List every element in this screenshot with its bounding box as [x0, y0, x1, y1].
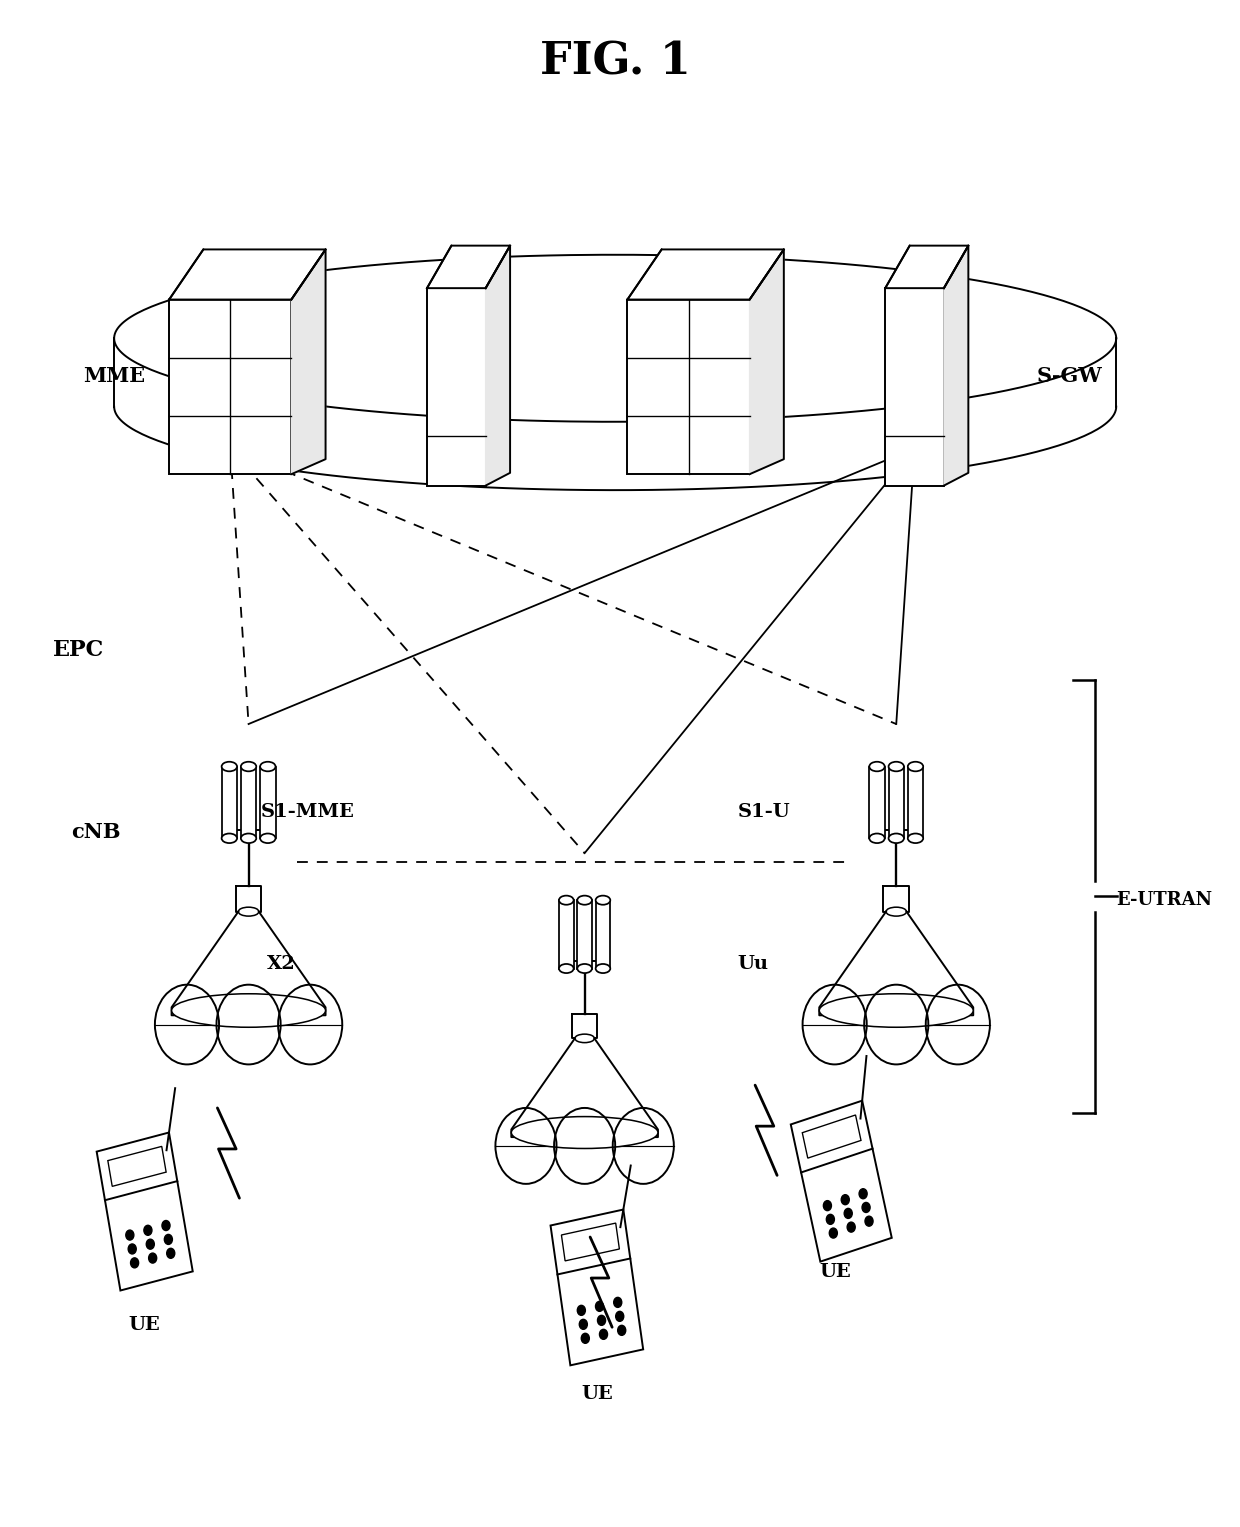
- Text: EPC: EPC: [53, 638, 104, 661]
- Polygon shape: [944, 246, 968, 486]
- Circle shape: [599, 1330, 608, 1339]
- Ellipse shape: [241, 834, 257, 843]
- Polygon shape: [551, 1209, 644, 1365]
- Polygon shape: [114, 255, 1116, 490]
- Text: E-UTRAN: E-UTRAN: [1116, 892, 1213, 909]
- Polygon shape: [222, 767, 237, 838]
- Ellipse shape: [222, 762, 237, 771]
- Circle shape: [823, 1200, 832, 1211]
- Text: S-GW: S-GW: [1037, 366, 1102, 386]
- Circle shape: [582, 1333, 589, 1344]
- Circle shape: [614, 1298, 621, 1307]
- Polygon shape: [627, 299, 750, 475]
- Polygon shape: [97, 1133, 192, 1290]
- Circle shape: [166, 1248, 175, 1258]
- Polygon shape: [750, 249, 784, 475]
- Text: MME: MME: [83, 366, 146, 386]
- Circle shape: [618, 1325, 626, 1335]
- Polygon shape: [885, 289, 944, 486]
- Ellipse shape: [238, 907, 259, 916]
- Circle shape: [162, 1220, 170, 1231]
- Text: cNB: cNB: [72, 822, 120, 841]
- Circle shape: [847, 1222, 856, 1232]
- Text: X2: X2: [267, 954, 295, 973]
- Circle shape: [859, 1188, 867, 1199]
- Ellipse shape: [171, 994, 326, 1028]
- Ellipse shape: [559, 896, 574, 904]
- Ellipse shape: [241, 762, 257, 771]
- Circle shape: [149, 1254, 156, 1263]
- Ellipse shape: [511, 1116, 658, 1148]
- Polygon shape: [791, 1101, 892, 1261]
- Polygon shape: [869, 767, 884, 838]
- Polygon shape: [427, 289, 486, 486]
- Ellipse shape: [869, 762, 884, 771]
- Text: UE: UE: [129, 1316, 160, 1335]
- Polygon shape: [486, 246, 510, 486]
- Circle shape: [862, 1202, 870, 1212]
- Polygon shape: [908, 767, 924, 838]
- Ellipse shape: [260, 834, 275, 843]
- Circle shape: [866, 1215, 873, 1226]
- Ellipse shape: [869, 834, 884, 843]
- Text: UE: UE: [582, 1385, 613, 1403]
- Ellipse shape: [595, 964, 610, 973]
- Polygon shape: [260, 767, 275, 838]
- Polygon shape: [885, 246, 968, 289]
- Text: FIG. 1: FIG. 1: [539, 40, 691, 84]
- Polygon shape: [559, 901, 574, 968]
- Polygon shape: [114, 255, 1116, 421]
- Circle shape: [826, 1214, 835, 1225]
- Circle shape: [598, 1315, 605, 1325]
- Circle shape: [125, 1231, 134, 1240]
- Circle shape: [578, 1306, 585, 1315]
- Circle shape: [616, 1312, 624, 1321]
- Ellipse shape: [889, 834, 904, 843]
- Circle shape: [130, 1258, 139, 1267]
- Circle shape: [830, 1228, 837, 1238]
- Polygon shape: [595, 901, 610, 968]
- Ellipse shape: [559, 964, 574, 973]
- Text: UE: UE: [820, 1263, 851, 1281]
- Polygon shape: [241, 767, 257, 838]
- Circle shape: [144, 1225, 153, 1235]
- Circle shape: [128, 1245, 136, 1254]
- Ellipse shape: [595, 896, 610, 904]
- Circle shape: [579, 1319, 588, 1330]
- Polygon shape: [169, 249, 326, 299]
- Polygon shape: [889, 767, 904, 838]
- Circle shape: [146, 1240, 154, 1249]
- Polygon shape: [627, 249, 784, 299]
- Circle shape: [165, 1234, 172, 1245]
- Ellipse shape: [887, 907, 906, 916]
- Ellipse shape: [578, 964, 591, 973]
- Circle shape: [844, 1208, 852, 1219]
- Ellipse shape: [908, 834, 924, 843]
- Ellipse shape: [575, 1034, 594, 1043]
- Text: Uu: Uu: [738, 954, 769, 973]
- Circle shape: [841, 1194, 849, 1205]
- Ellipse shape: [260, 762, 275, 771]
- Ellipse shape: [222, 834, 237, 843]
- Ellipse shape: [889, 762, 904, 771]
- Text: S1-U: S1-U: [738, 803, 790, 822]
- Ellipse shape: [820, 994, 973, 1028]
- Polygon shape: [427, 246, 510, 289]
- Circle shape: [595, 1301, 604, 1312]
- Ellipse shape: [578, 896, 591, 904]
- Polygon shape: [578, 901, 591, 968]
- Ellipse shape: [908, 762, 924, 771]
- Polygon shape: [291, 249, 326, 475]
- Polygon shape: [169, 299, 291, 475]
- Text: S1-MME: S1-MME: [260, 803, 355, 822]
